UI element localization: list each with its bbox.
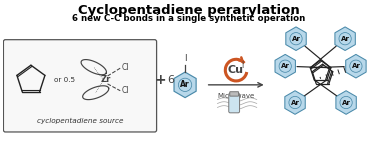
Text: Cl: Cl — [121, 63, 129, 72]
Text: Ar: Ar — [281, 63, 290, 69]
FancyBboxPatch shape — [230, 92, 239, 96]
Text: 6 new C-C bonds in a single synthetic operation: 6 new C-C bonds in a single synthetic op… — [72, 14, 306, 23]
FancyBboxPatch shape — [3, 40, 156, 132]
Text: +: + — [155, 73, 166, 87]
Text: Ar: Ar — [291, 36, 301, 42]
Text: cyclopentadiene source: cyclopentadiene source — [37, 118, 123, 124]
Text: I: I — [184, 54, 186, 63]
Text: Ar: Ar — [352, 63, 360, 69]
Polygon shape — [286, 27, 306, 50]
Polygon shape — [346, 54, 366, 78]
Polygon shape — [275, 54, 296, 78]
Polygon shape — [174, 72, 196, 98]
Text: Cyclopentadiene perarylation: Cyclopentadiene perarylation — [78, 4, 300, 17]
Text: Zr: Zr — [100, 75, 111, 84]
Polygon shape — [285, 91, 305, 114]
FancyBboxPatch shape — [229, 93, 240, 113]
Text: Ar: Ar — [180, 80, 190, 89]
Text: or 0.5: or 0.5 — [54, 77, 76, 83]
Text: I: I — [241, 61, 243, 70]
Polygon shape — [336, 91, 356, 114]
Text: 6: 6 — [167, 75, 174, 85]
Polygon shape — [335, 27, 355, 50]
Text: Microwave: Microwave — [217, 93, 255, 99]
Text: Ar: Ar — [341, 36, 350, 42]
Text: Ar: Ar — [342, 99, 350, 106]
Text: Ar: Ar — [291, 99, 299, 106]
Text: Cl: Cl — [121, 86, 129, 95]
Text: Cu: Cu — [227, 65, 243, 75]
